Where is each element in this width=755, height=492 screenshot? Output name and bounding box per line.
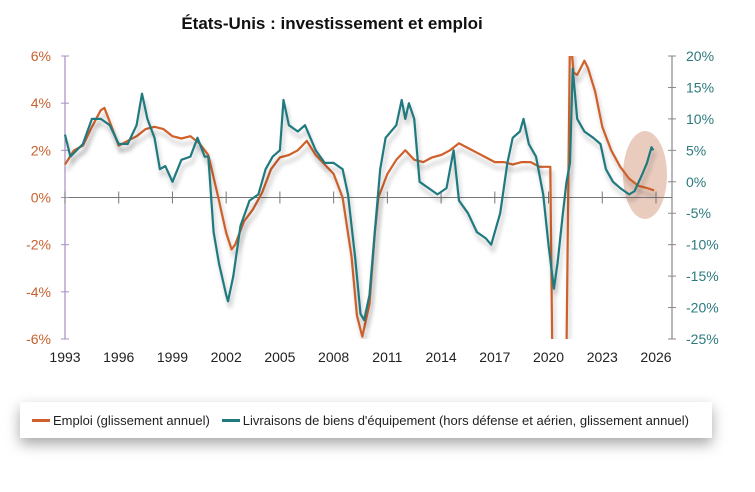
- x-tick-label: 1996: [103, 349, 134, 365]
- legend-item-emploi: Emploi (glissement annuel): [32, 413, 210, 428]
- x-tick-label: 1993: [49, 349, 80, 365]
- series-shadow: [65, 74, 657, 331]
- x-tick-label: 2005: [264, 349, 295, 365]
- x-tick-label: 2011: [372, 349, 402, 365]
- x-tick-label: 2002: [211, 349, 242, 365]
- right-tick-label: -20%: [686, 300, 719, 316]
- chart: États-Unis : investissement et emploi 6%…: [26, 14, 719, 365]
- right-tick-label: 0%: [686, 174, 706, 190]
- left-tick-label: 6%: [31, 48, 51, 64]
- legend: Emploi (glissement annuel) Livraisons de…: [20, 402, 712, 438]
- legend-label: Emploi (glissement annuel): [53, 412, 210, 428]
- legend-swatch: [221, 418, 240, 422]
- right-tick-label: 10%: [686, 111, 714, 127]
- legend-item-livraisons: Livraisons de biens d'équipement (hors d…: [221, 412, 689, 428]
- left-tick-label: 4%: [31, 95, 51, 111]
- left-tick-label: -4%: [26, 284, 51, 300]
- right-tick-label: -10%: [686, 237, 719, 253]
- x-tick-label: 1999: [157, 349, 188, 365]
- x-tick-label: 2026: [640, 349, 671, 365]
- right-tick-label: -25%: [686, 331, 719, 347]
- left-tick-label: 2%: [31, 142, 51, 158]
- right-tick-label: -5%: [686, 205, 711, 221]
- x-tick-label: 2020: [533, 349, 564, 365]
- legend-label: Livraisons de biens d'équipement (hors d…: [242, 412, 689, 428]
- right-tick-label: -15%: [686, 268, 719, 284]
- right-tick-label: 20%: [686, 48, 714, 64]
- x-tick-label: 2008: [318, 349, 349, 365]
- legend-swatch: [32, 418, 50, 422]
- right-tick-label: 5%: [686, 142, 706, 158]
- chart-title: États-Unis : investissement et emploi: [181, 14, 482, 33]
- right-tick-label: 15%: [686, 79, 714, 95]
- left-tick-label: 0%: [31, 190, 51, 206]
- x-tick-label: 2023: [587, 349, 618, 365]
- x-tick-label: 2014: [426, 349, 457, 365]
- left-tick-label: -6%: [26, 331, 51, 347]
- left-tick-label: -2%: [26, 237, 51, 253]
- x-tick-label: 2017: [479, 349, 510, 365]
- series-line-livraisons: [63, 67, 655, 322]
